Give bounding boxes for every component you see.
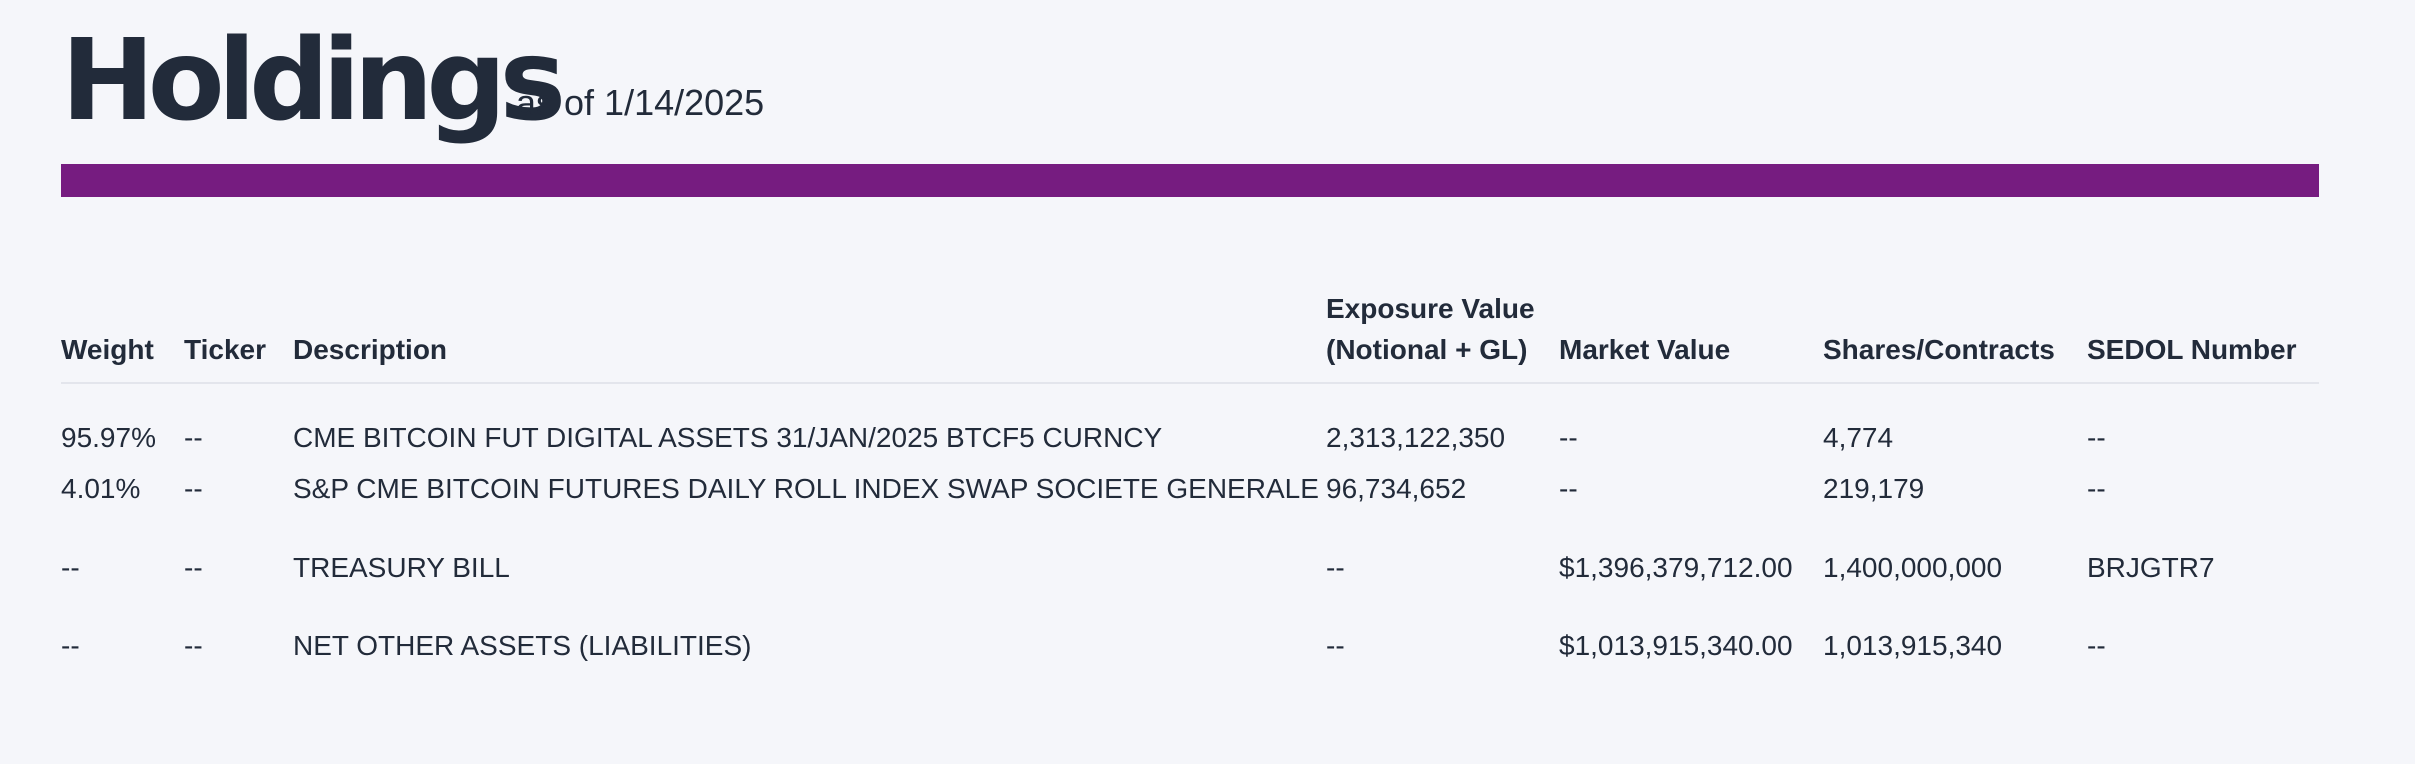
cell-market-value: $1,396,379,712.00: [1559, 552, 1793, 583]
col-header-description[interactable]: Description: [293, 288, 1326, 384]
cell-market-value: --: [1559, 422, 1578, 453]
cell-shares-contracts: 1,400,000,000: [1823, 552, 2003, 583]
cell-description: TREASURY BILL: [293, 552, 510, 583]
cell-exposure-value: --: [1326, 630, 1345, 661]
cell-description: CME BITCOIN FUT DIGITAL ASSETS 31/JAN/20…: [293, 422, 1163, 453]
col-header-sedol-number[interactable]: SEDOL Number: [2087, 288, 2319, 384]
col-header-shares-contracts[interactable]: Shares/Contracts: [1823, 288, 2087, 384]
cell-sedol-number: --: [2087, 422, 2106, 453]
page-title: Holdings: [61, 16, 566, 146]
cell-sedol-number: BRJGTR7: [2087, 552, 2215, 583]
cell-market-value: $1,013,915,340.00: [1559, 630, 1793, 661]
cell-shares-contracts: 4,774: [1823, 422, 1894, 453]
cell-weight: 4.01%: [61, 473, 141, 504]
table-row: 95.97% -- CME BITCOIN FUT DIGITAL ASSETS…: [61, 383, 2319, 475]
cell-shares-contracts: 219,179: [1823, 473, 1925, 504]
col-header-ticker[interactable]: Ticker: [184, 288, 293, 384]
cell-ticker: --: [184, 473, 203, 504]
table-row: -- -- TREASURY BILL -- $1,396,379,712.00…: [61, 554, 2319, 632]
as-of-date: as of 1/14/2025: [516, 82, 765, 123]
cell-weight: 95.97%: [61, 422, 156, 453]
cell-ticker: --: [184, 422, 203, 453]
accent-bar: [61, 164, 2319, 197]
holdings-table: Weight Ticker Description Exposure Value…: [61, 288, 2319, 672]
cell-exposure-value: 2,313,122,350: [1326, 422, 1506, 453]
table-row: -- -- NET OTHER ASSETS (LIABILITIES) -- …: [61, 632, 2319, 672]
cell-weight: --: [61, 630, 80, 661]
cell-ticker: --: [184, 552, 203, 583]
cell-description: NET OTHER ASSETS (LIABILITIES): [293, 630, 752, 661]
cell-ticker: --: [184, 630, 203, 661]
col-header-market-value[interactable]: Market Value: [1559, 288, 1823, 384]
holdings-header: Holdings as of 1/14/2025: [61, 0, 2319, 164]
cell-weight: --: [61, 552, 80, 583]
cell-description: S&P CME BITCOIN FUTURES DAILY ROLL INDEX…: [293, 473, 1319, 504]
holdings-section: Holdings as of 1/14/2025 Weight Ticker D…: [61, 0, 2319, 660]
col-header-weight[interactable]: Weight: [61, 288, 184, 384]
cell-market-value: --: [1559, 473, 1578, 504]
cell-sedol-number: --: [2087, 630, 2106, 661]
cell-exposure-value: 96,734,652: [1326, 473, 1467, 504]
cell-exposure-value: --: [1326, 552, 1345, 583]
table-header-row: Weight Ticker Description Exposure Value…: [61, 288, 2319, 384]
cell-sedol-number: --: [2087, 473, 2106, 504]
col-header-exposure-value[interactable]: Exposure Value (Notional + GL): [1326, 288, 1559, 384]
cell-shares-contracts: 1,013,915,340: [1823, 630, 2003, 661]
table-row: 4.01% -- S&P CME BITCOIN FUTURES DAILY R…: [61, 475, 2319, 554]
